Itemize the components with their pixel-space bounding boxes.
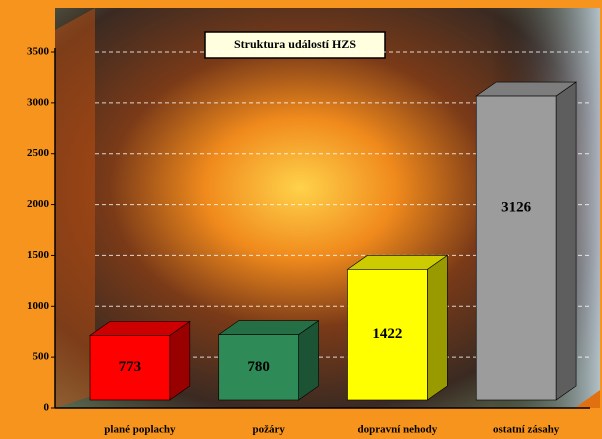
y-tick-label: 2500 bbox=[27, 147, 50, 159]
bar-side bbox=[427, 254, 448, 401]
chart-title: Struktura událostí HZS bbox=[234, 37, 356, 51]
bar bbox=[347, 269, 428, 401]
data-label: 780 bbox=[247, 359, 270, 375]
x-tick-label: dopravní nehody bbox=[358, 424, 438, 436]
y-tick-label: 3000 bbox=[27, 96, 50, 108]
data-label: 3126 bbox=[501, 199, 532, 215]
y-tick-label: 1000 bbox=[27, 300, 50, 312]
x-tick-label: plané poplachy bbox=[104, 424, 176, 436]
bar bbox=[89, 335, 171, 401]
data-label: 1422 bbox=[372, 326, 402, 342]
bar bbox=[218, 334, 299, 401]
y-tick-label: 0 bbox=[44, 402, 50, 414]
title-box bbox=[204, 31, 386, 59]
y-tick-label: 3500 bbox=[27, 46, 50, 58]
data-label: 773 bbox=[119, 359, 142, 375]
x-tick-label: ostatní zásahy bbox=[493, 424, 560, 436]
bar bbox=[475, 95, 557, 401]
side-wall bbox=[55, 8, 95, 408]
y-tick-label: 500 bbox=[33, 351, 50, 363]
y-tick-label: 2000 bbox=[27, 198, 50, 210]
x-tick-label: požáry bbox=[252, 424, 285, 436]
bar-side bbox=[555, 81, 577, 401]
y-tick-label: 1500 bbox=[27, 249, 50, 261]
